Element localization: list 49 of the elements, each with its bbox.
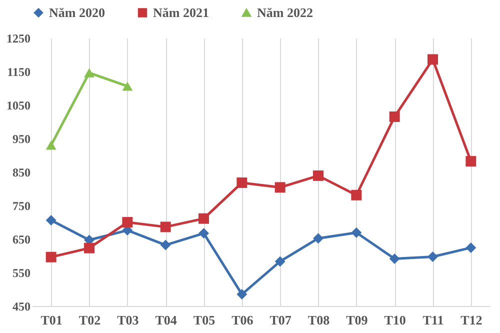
point <box>236 289 248 300</box>
point <box>428 54 438 65</box>
point <box>236 177 248 188</box>
point <box>351 227 362 238</box>
y-tick-label: 650 <box>12 232 30 246</box>
y-tick-label: 1250 <box>6 32 30 46</box>
point <box>313 233 324 244</box>
x-tick-label: T12 <box>460 312 482 328</box>
y-tick-label: 450 <box>12 300 30 314</box>
y-tick-label: 850 <box>12 166 30 180</box>
point <box>160 222 171 232</box>
point <box>84 242 94 254</box>
x-tick-label: T02 <box>78 312 101 328</box>
y-tick-label: 950 <box>12 132 30 146</box>
point <box>84 68 94 78</box>
point <box>198 228 209 239</box>
legend-label: Năm 2020 <box>49 4 105 20</box>
point <box>274 256 286 267</box>
point <box>389 254 400 264</box>
point <box>46 140 56 150</box>
x-tick-label: T05 <box>193 312 216 328</box>
y-tick-label: 1050 <box>6 98 30 112</box>
y-tick-label: 1150 <box>7 65 30 79</box>
x-tick-label: T09 <box>346 312 368 328</box>
x-tick-label: T11 <box>422 312 444 328</box>
x-tick-label: T07 <box>270 312 292 328</box>
point <box>466 242 476 253</box>
point <box>428 252 438 262</box>
point <box>122 217 133 228</box>
point <box>198 213 209 224</box>
point <box>313 170 324 181</box>
point <box>46 214 56 226</box>
legend-label: Năm 2021 <box>153 4 209 20</box>
point <box>389 111 400 122</box>
x-tick-label: T04 <box>155 312 178 328</box>
point <box>46 252 56 262</box>
point <box>351 190 362 200</box>
y-tick-label: 750 <box>12 199 30 213</box>
x-tick-label: T03 <box>117 312 140 328</box>
x-tick-label: T06 <box>232 312 254 328</box>
x-tick-label: T01 <box>40 312 62 328</box>
x-tick-label: T08 <box>308 312 330 328</box>
point <box>274 182 286 193</box>
x-tick-label: T10 <box>384 312 406 328</box>
y-tick-label: 550 <box>12 266 30 280</box>
legend-label: Năm 2022 <box>257 4 313 20</box>
point <box>160 240 171 250</box>
point <box>466 156 476 167</box>
point <box>122 82 133 91</box>
